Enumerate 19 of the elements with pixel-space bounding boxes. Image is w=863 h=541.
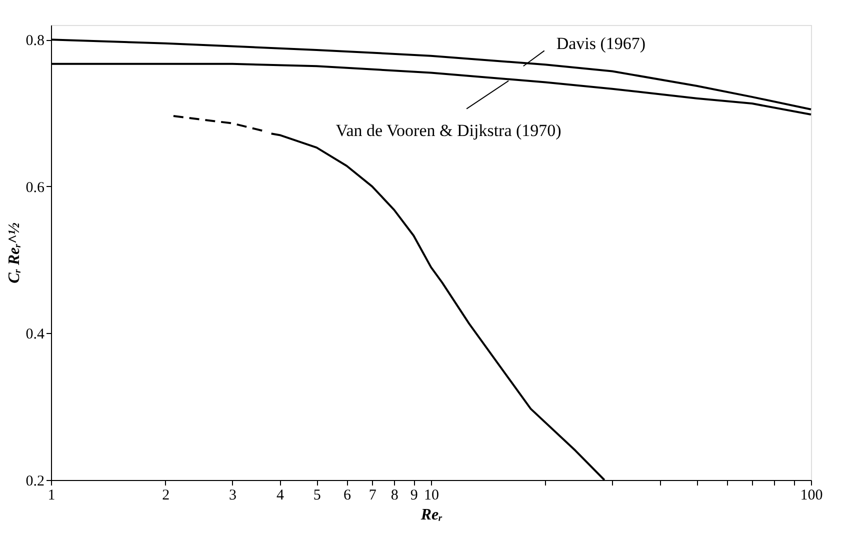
- x-tick-label: 4: [276, 488, 285, 504]
- annotation: Davis (1967): [556, 34, 646, 54]
- x-tick-label: 1: [48, 488, 56, 504]
- x-axis-title: Reᵣ: [420, 506, 443, 524]
- x-tick-label: 9: [410, 488, 418, 504]
- y-tick-label: 0.6: [26, 180, 45, 196]
- x-tick-label: 8: [390, 488, 398, 504]
- y-tick-label: 0.8: [26, 33, 44, 50]
- x-tick-label: 6: [343, 488, 352, 504]
- x-tick-label: 100: [800, 488, 823, 504]
- annotation: Van de Vooren & Dijkstra (1970): [336, 120, 562, 140]
- x-tick-label: 7: [368, 488, 377, 504]
- x-tick-label: 3: [229, 488, 237, 504]
- y-tick-label: 0.2: [26, 474, 44, 490]
- y-axis-title: Cᵣ Reᵣ^½: [6, 222, 23, 284]
- y-tick-label: 0.4: [26, 326, 45, 343]
- x-tick-label: 2: [162, 488, 170, 504]
- x-tick-label: 5: [313, 488, 321, 504]
- x-tick-label: 10: [424, 488, 439, 504]
